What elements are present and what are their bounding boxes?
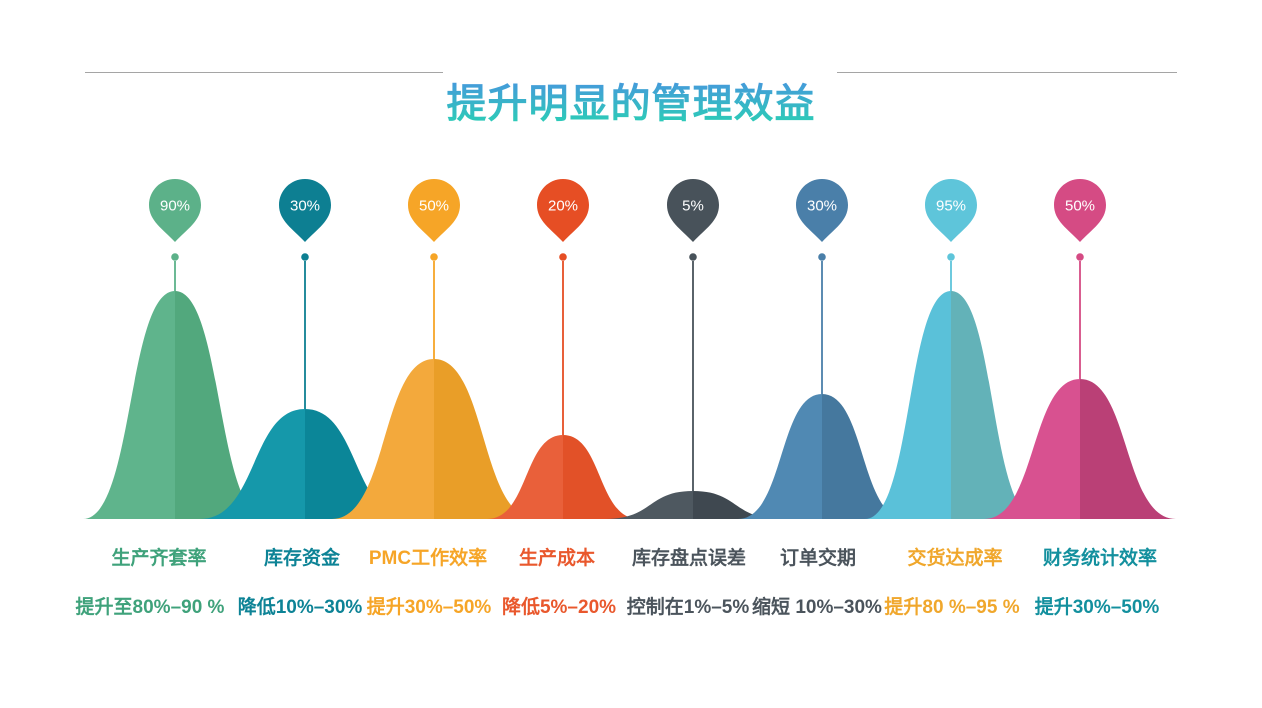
balloon-shape	[408, 179, 460, 242]
bell-curve-right	[175, 291, 267, 519]
stem-dot	[559, 253, 567, 261]
balloon-value: 90%	[160, 198, 190, 215]
range-label: 提升80 %–95 %	[884, 597, 1020, 618]
bell-curve-right	[1080, 379, 1176, 519]
bell-curve-left	[332, 359, 434, 519]
balloon-shape	[149, 179, 201, 242]
category-label: 生产齐套率	[111, 548, 207, 569]
bell-curve-left	[865, 291, 951, 519]
slide-title: 提升明显的管理效益	[0, 71, 1262, 129]
bell-curve-left	[83, 291, 175, 519]
balloon-value: 5%	[682, 198, 704, 215]
balloon-shape	[667, 179, 719, 242]
range-label: 降低5%–20%	[501, 597, 617, 618]
bell-curve-left	[605, 491, 693, 519]
category-label: 交货达成率	[907, 548, 1003, 569]
balloon-shape	[537, 179, 589, 242]
bell-curve-left	[738, 394, 822, 519]
balloon-shape	[1054, 179, 1106, 242]
balloon-value: 50%	[1065, 198, 1095, 215]
range-label: 提升30%–50%	[366, 597, 492, 618]
bell-curve-right	[951, 291, 1037, 519]
range-label: 降低10%–30%	[237, 597, 363, 618]
bell-curve-left	[487, 435, 563, 519]
balloon-value: 20%	[548, 198, 578, 215]
stem-dot	[947, 253, 955, 261]
title-divider-left	[85, 72, 443, 73]
balloon-marker-icon: 20%	[537, 179, 589, 242]
balloon-value: 30%	[290, 198, 320, 215]
category-label: 生产成本	[518, 548, 596, 569]
balloon-shape	[796, 179, 848, 242]
balloon-marker-icon: 50%	[408, 179, 460, 242]
category-label: 库存资金	[263, 548, 341, 569]
range-label: 提升至80%–90 %	[75, 597, 225, 618]
bell-curve-left	[984, 379, 1080, 519]
bell-curve-left	[200, 409, 305, 519]
category-label: 财务统计效率	[1042, 548, 1158, 569]
balloon-marker-icon: 30%	[796, 179, 848, 242]
bell-curve-right	[693, 491, 781, 519]
bell-curve-right	[305, 409, 410, 519]
range-label: 控制在1%–5%	[626, 597, 750, 618]
range-label: 缩短 10%–30%	[752, 597, 882, 618]
balloon-marker-icon: 50%	[1054, 179, 1106, 242]
balloon-value: 50%	[419, 198, 449, 215]
stem-dot	[301, 253, 309, 261]
stem-dot	[171, 253, 179, 261]
bell-curve-right	[434, 359, 536, 519]
balloon-shape	[279, 179, 331, 242]
balloon-marker-icon: 90%	[149, 179, 201, 242]
balloon-marker-icon: 95%	[925, 179, 977, 242]
balloon-shape	[925, 179, 977, 242]
category-label: PMC工作效率	[368, 548, 488, 569]
category-label: 库存盘点误差	[631, 548, 747, 569]
balloon-value: 30%	[807, 198, 837, 215]
balloon-marker-icon: 30%	[279, 179, 331, 242]
stem-dot	[430, 253, 438, 261]
stem-dot	[818, 253, 826, 261]
stem-dot	[689, 253, 697, 261]
balloon-marker-icon: 5%	[667, 179, 719, 242]
range-label: 提升30%–50%	[1034, 597, 1160, 618]
title-divider-right	[837, 72, 1177, 73]
stem-dot	[1076, 253, 1084, 261]
bell-curve-right	[563, 435, 639, 519]
balloon-value: 95%	[936, 198, 966, 215]
bell-curve-right	[822, 394, 906, 519]
category-label: 订单交期	[779, 548, 857, 569]
